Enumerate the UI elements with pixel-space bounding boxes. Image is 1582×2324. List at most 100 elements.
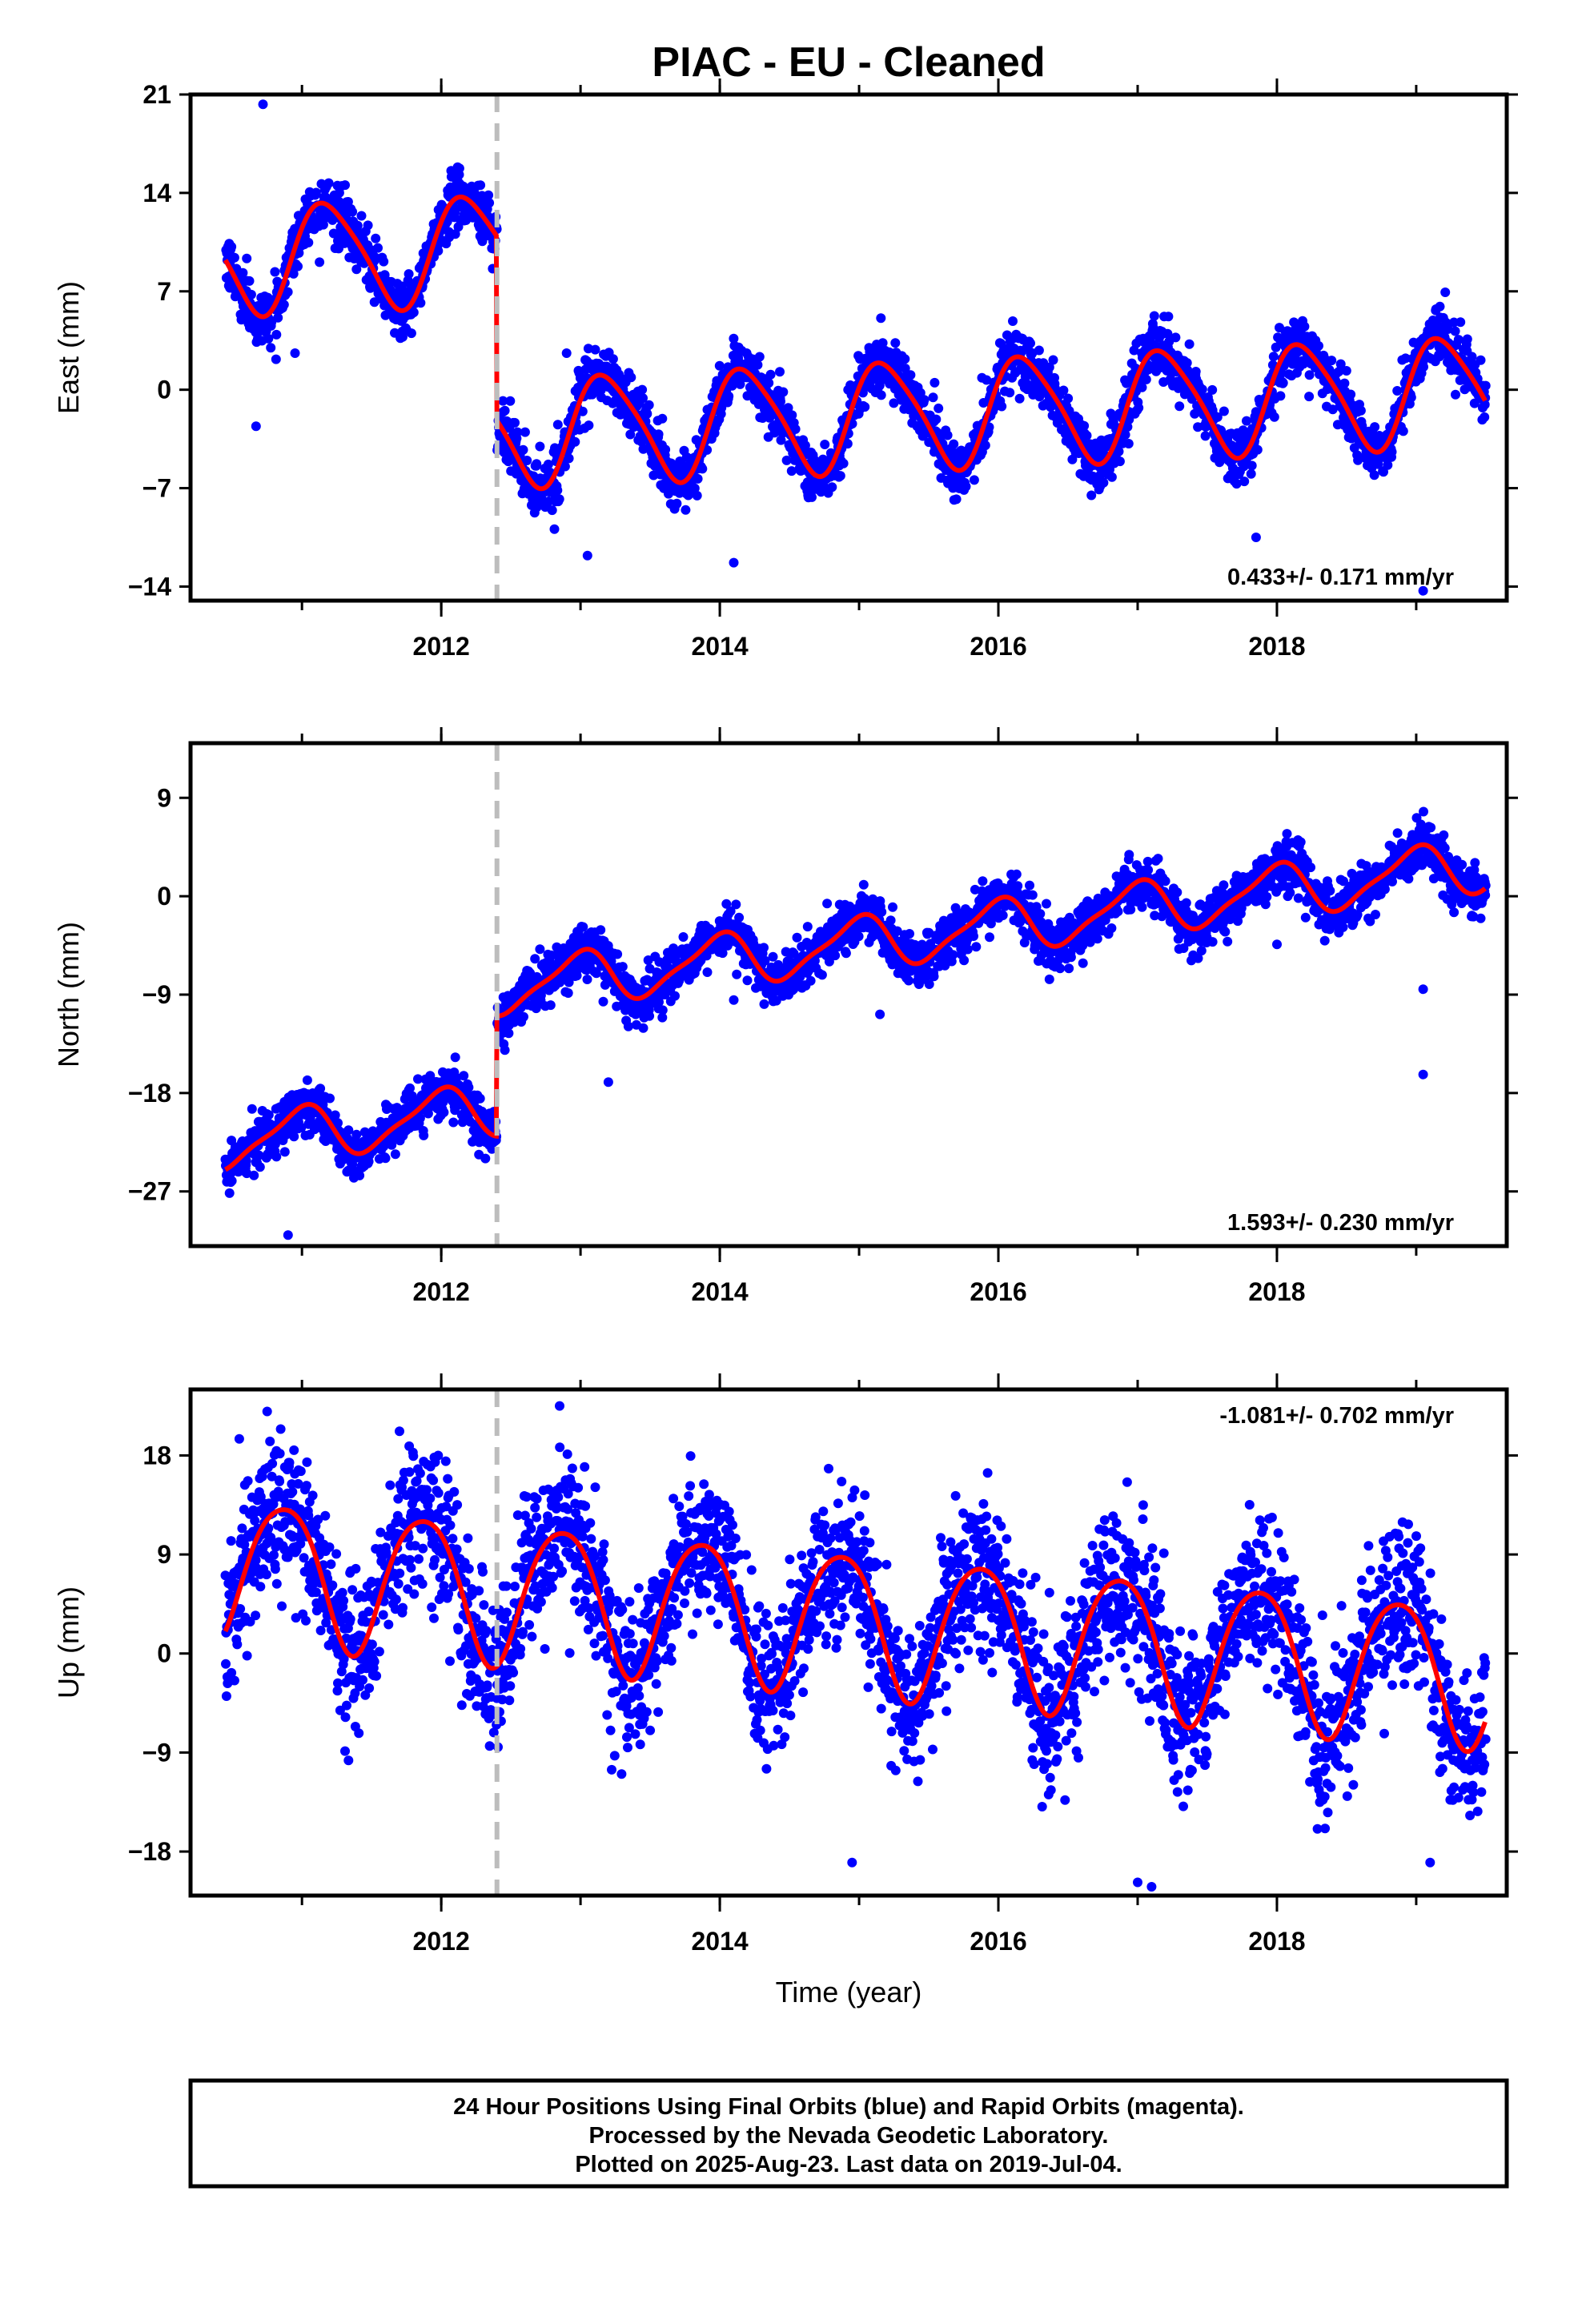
- data-point: [351, 1129, 362, 1140]
- data-point: [1400, 353, 1411, 364]
- data-point: [288, 268, 299, 279]
- y-tick-label: 0: [157, 376, 171, 404]
- data-point: [657, 413, 668, 424]
- data-point: [783, 403, 793, 413]
- data-point: [266, 343, 276, 353]
- data-point: [484, 198, 495, 208]
- data-point: [888, 902, 897, 912]
- data-point: [552, 485, 563, 496]
- data-point: [732, 969, 742, 979]
- data-point: [827, 482, 837, 493]
- data-point: [805, 975, 816, 986]
- data-point: [475, 1093, 485, 1104]
- data-point: [1122, 422, 1133, 432]
- data-point: [518, 444, 528, 455]
- data-point: [315, 257, 325, 267]
- data-point: [1304, 370, 1315, 380]
- data-point: [408, 308, 419, 318]
- data-point: [1453, 335, 1464, 345]
- data-point: [729, 333, 739, 344]
- data-point: [1005, 388, 1015, 398]
- data-point: [775, 367, 785, 377]
- data-point: [776, 435, 786, 445]
- data-point: [997, 401, 1007, 412]
- data-point: [672, 498, 682, 509]
- data-point: [247, 1104, 257, 1114]
- data-point: [904, 975, 913, 986]
- data-point: [1026, 338, 1035, 348]
- data-point: [876, 390, 886, 400]
- data-point: [612, 949, 623, 959]
- data-point: [1327, 356, 1337, 366]
- data-point: [900, 354, 910, 364]
- data-point: [661, 444, 671, 455]
- data-point: [1275, 391, 1286, 401]
- plot-area: [220, 806, 1491, 1240]
- data-point: [1231, 479, 1242, 489]
- data-point: [1048, 355, 1058, 365]
- data-point: [638, 1023, 648, 1033]
- data-point: [560, 461, 570, 472]
- data-point: [351, 264, 362, 275]
- data-point: [714, 360, 725, 371]
- data-point: [302, 1075, 312, 1085]
- data-point: [996, 339, 1006, 348]
- data-point: [644, 400, 654, 410]
- data-point: [249, 1170, 259, 1180]
- data-point: [311, 187, 321, 198]
- data-point: [1014, 393, 1025, 404]
- data-point: [544, 497, 554, 506]
- data-point: [373, 243, 383, 253]
- data-point: [535, 944, 545, 955]
- data-point: [279, 1147, 290, 1157]
- chart-title: PIAC - EU - Cleaned: [652, 39, 1045, 86]
- data-point: [838, 458, 849, 468]
- data-point: [644, 1011, 655, 1021]
- data-point: [934, 403, 944, 413]
- data-point: [1476, 355, 1486, 365]
- data-point: [404, 269, 414, 279]
- data-point: [1191, 367, 1201, 376]
- data-point: [1469, 398, 1480, 408]
- data-point: [1480, 412, 1490, 422]
- data-point: [1278, 378, 1288, 388]
- data-point: [480, 1153, 491, 1164]
- y-tick-label: 7: [157, 277, 171, 306]
- data-point: [433, 246, 444, 256]
- data-point: [552, 420, 563, 430]
- data-point: [742, 975, 753, 986]
- data-point: [371, 233, 381, 243]
- data-point: [1120, 429, 1130, 440]
- data-point: [356, 211, 367, 221]
- data-point: [448, 1117, 459, 1128]
- data-point: [792, 932, 802, 943]
- data-point: [578, 922, 588, 932]
- data-point: [790, 424, 801, 434]
- data-point: [293, 261, 303, 271]
- outlier-point: [561, 348, 572, 358]
- data-point: [255, 1162, 265, 1172]
- x-tick-label: 2018: [1248, 632, 1305, 661]
- data-point: [765, 369, 776, 380]
- data-point: [692, 490, 702, 501]
- outlier-point: [1418, 585, 1428, 596]
- data-point: [1034, 345, 1044, 356]
- data-point: [244, 275, 255, 286]
- data-point: [905, 929, 914, 939]
- data-point: [1123, 439, 1134, 448]
- data-point: [678, 932, 689, 942]
- outlier-point: [258, 99, 268, 110]
- data-point: [841, 948, 851, 959]
- data-point: [510, 417, 520, 428]
- data-point: [853, 931, 864, 942]
- data-point: [450, 229, 460, 239]
- data-point: [238, 267, 248, 278]
- data-point: [1086, 490, 1097, 501]
- data-point: [961, 481, 971, 492]
- data-point: [835, 471, 845, 481]
- data-point: [1162, 328, 1173, 339]
- data-point: [545, 1000, 556, 1011]
- data-point: [820, 440, 830, 449]
- data-point: [642, 408, 652, 419]
